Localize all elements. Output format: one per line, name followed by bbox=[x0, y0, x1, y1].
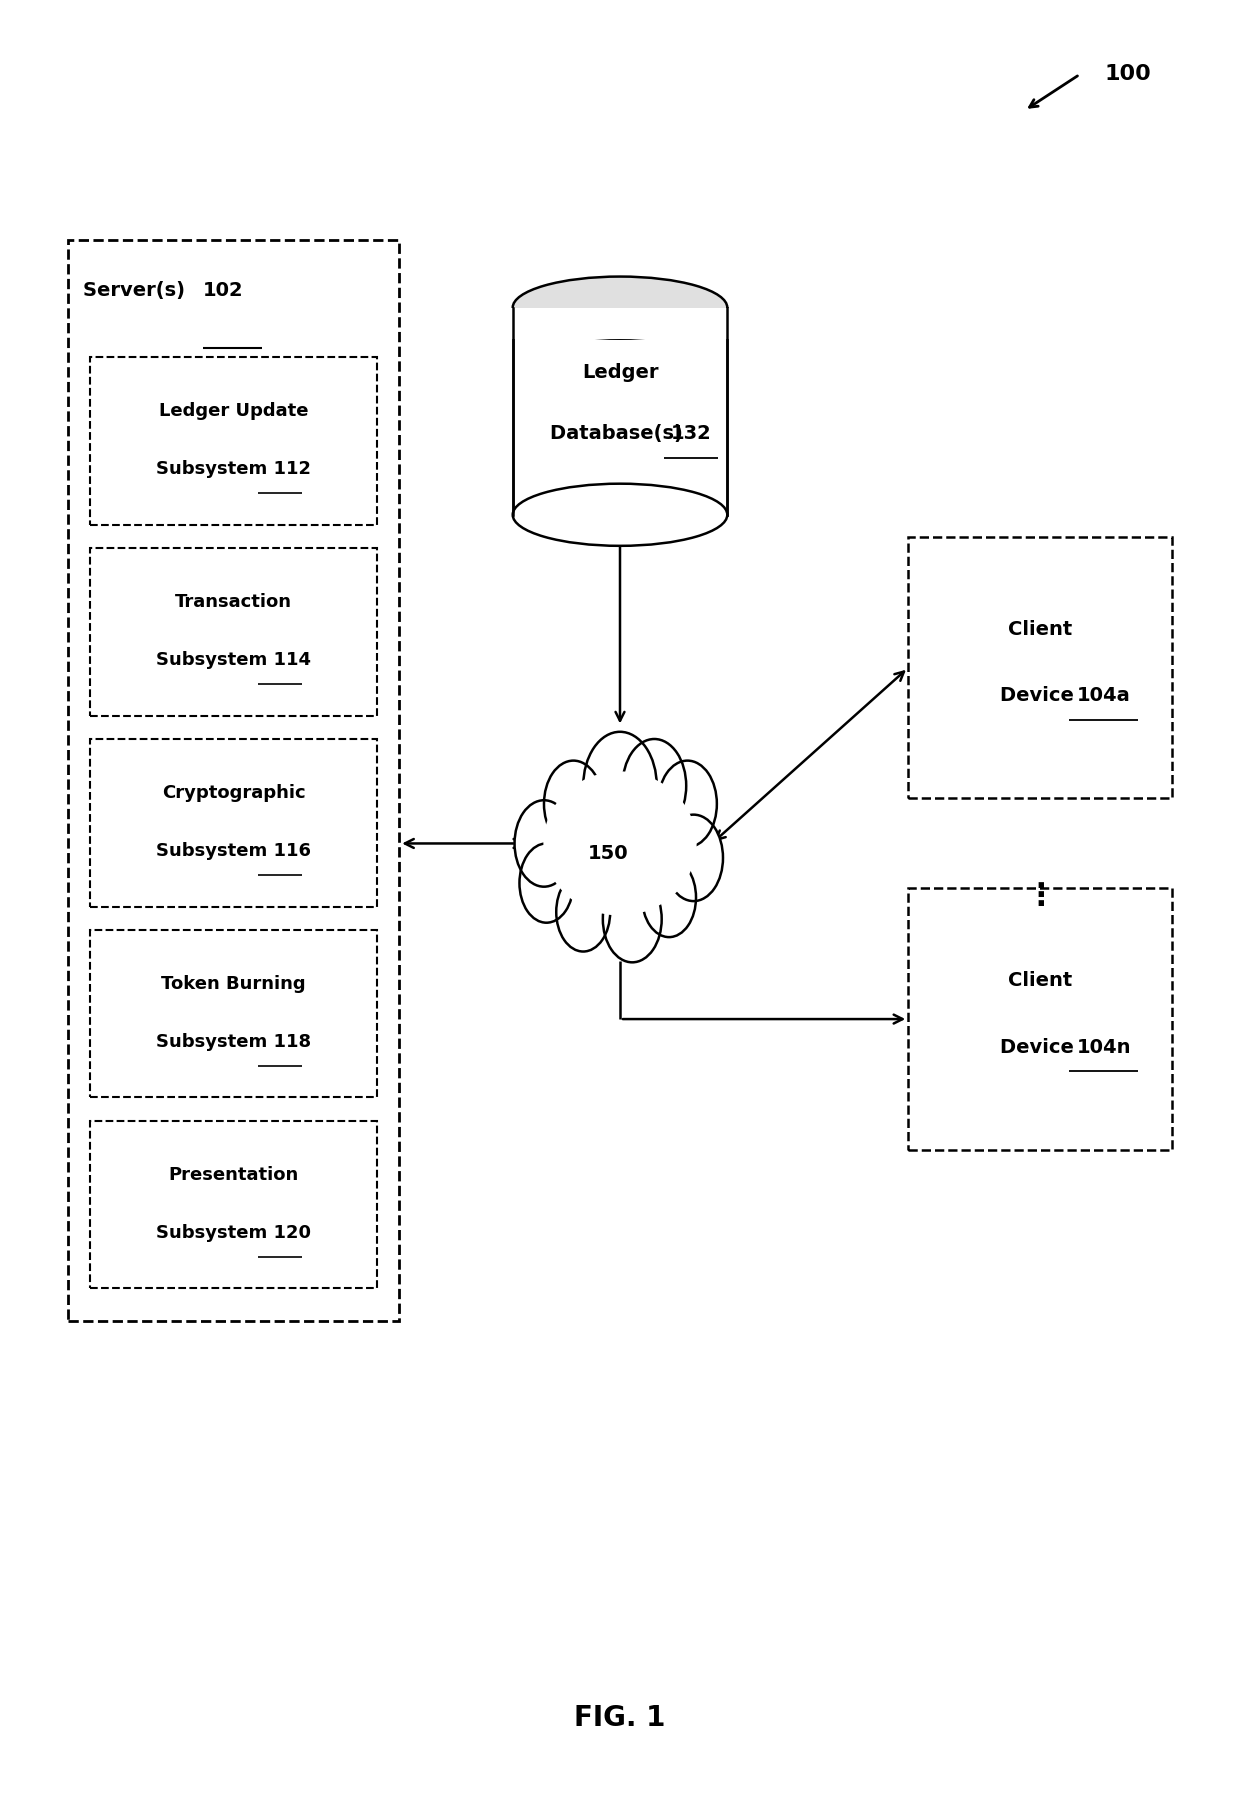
Text: Subsystem 114: Subsystem 114 bbox=[156, 651, 311, 669]
Text: Transaction: Transaction bbox=[175, 593, 293, 611]
Bar bbox=[91, 550, 377, 717]
Bar bbox=[91, 357, 377, 526]
Text: 102: 102 bbox=[203, 281, 244, 299]
Text: Server(s): Server(s) bbox=[83, 281, 192, 299]
Circle shape bbox=[520, 844, 573, 923]
Text: 150: 150 bbox=[588, 844, 627, 862]
Bar bbox=[91, 931, 377, 1097]
Bar bbox=[91, 740, 377, 907]
Text: Subsystem 112: Subsystem 112 bbox=[156, 459, 311, 477]
Text: Cryptographic: Cryptographic bbox=[162, 784, 305, 802]
Text: Device: Device bbox=[999, 686, 1080, 706]
Text: ⋮: ⋮ bbox=[1025, 882, 1055, 911]
Text: Database(s): Database(s) bbox=[551, 424, 689, 443]
Text: Presentation: Presentation bbox=[169, 1165, 299, 1183]
Circle shape bbox=[658, 762, 717, 847]
Circle shape bbox=[622, 740, 686, 833]
Bar bbox=[908, 539, 1172, 798]
Circle shape bbox=[557, 873, 610, 952]
Text: Client: Client bbox=[1008, 970, 1073, 989]
Circle shape bbox=[583, 733, 657, 840]
Bar bbox=[512, 308, 728, 515]
Text: Token Burning: Token Burning bbox=[161, 974, 306, 992]
Circle shape bbox=[603, 876, 662, 963]
Circle shape bbox=[642, 858, 696, 938]
Circle shape bbox=[665, 814, 723, 902]
Ellipse shape bbox=[512, 484, 728, 546]
Circle shape bbox=[544, 762, 603, 847]
Text: 104n: 104n bbox=[1076, 1038, 1131, 1056]
Bar bbox=[507, 308, 733, 339]
Text: Ledger: Ledger bbox=[582, 363, 658, 383]
Text: 100: 100 bbox=[1105, 63, 1151, 83]
Text: Subsystem 116: Subsystem 116 bbox=[156, 842, 311, 860]
Text: Client: Client bbox=[1008, 619, 1073, 639]
Text: 104a: 104a bbox=[1076, 686, 1131, 706]
Ellipse shape bbox=[512, 278, 728, 339]
Text: Device: Device bbox=[999, 1038, 1080, 1056]
Text: FIG. 1: FIG. 1 bbox=[574, 1703, 666, 1731]
Bar bbox=[68, 241, 399, 1321]
Bar bbox=[908, 889, 1172, 1150]
Text: Subsystem 118: Subsystem 118 bbox=[156, 1032, 311, 1050]
Text: Subsystem 120: Subsystem 120 bbox=[156, 1223, 311, 1241]
Text: Ledger Update: Ledger Update bbox=[159, 403, 309, 421]
Bar bbox=[91, 1121, 377, 1288]
Circle shape bbox=[515, 800, 573, 887]
Ellipse shape bbox=[543, 773, 697, 916]
Text: 132: 132 bbox=[671, 424, 712, 443]
